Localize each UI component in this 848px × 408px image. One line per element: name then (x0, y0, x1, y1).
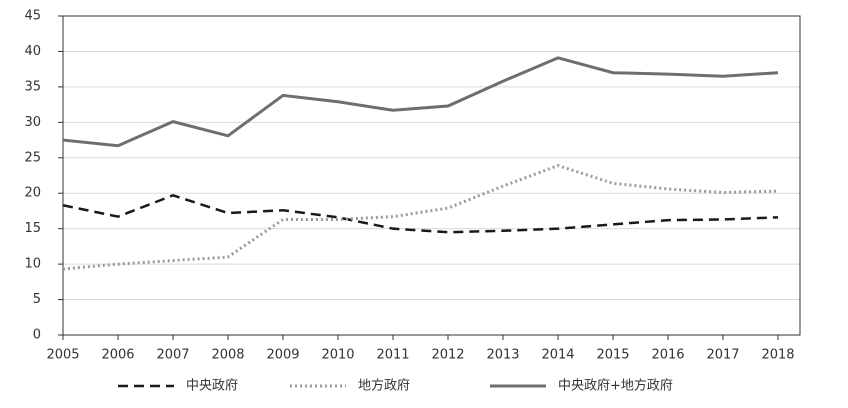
legend-label: 中央政府+地方政府 (558, 378, 673, 394)
x-tick-label: 2014 (541, 348, 574, 363)
x-tick-label: 2017 (706, 348, 739, 363)
x-tick-label: 2015 (596, 348, 629, 363)
x-tick-label: 2005 (46, 348, 79, 363)
y-tick-label: 5 (33, 292, 41, 307)
x-tick-label: 2016 (651, 348, 684, 363)
y-tick-label: 45 (24, 9, 41, 24)
y-tick-label: 30 (24, 115, 41, 130)
x-tick-label: 2018 (761, 348, 794, 363)
x-tick-label: 2008 (211, 348, 244, 363)
x-tick-label: 2009 (266, 348, 299, 363)
series-line (62, 56, 779, 148)
y-tick-label: 35 (24, 79, 41, 94)
y-tick-label: 25 (24, 150, 41, 165)
legend-label: 中央政府 (186, 379, 238, 394)
x-tick-label: 2013 (486, 348, 519, 363)
plot-frame (62, 15, 801, 336)
series-line (62, 194, 779, 234)
series-line (62, 163, 779, 271)
y-tick-label: 40 (24, 44, 41, 59)
y-tick-label: 20 (24, 186, 41, 201)
x-tick-label: 2006 (101, 348, 134, 363)
y-tick-label: 0 (33, 328, 41, 343)
x-tick-label: 2012 (431, 348, 464, 363)
x-tick-label: 2007 (156, 348, 189, 363)
x-tick-label: 2011 (376, 348, 409, 363)
legend-label: 地方政府 (358, 378, 410, 394)
y-tick-label: 15 (24, 221, 41, 236)
y-tick-label: 10 (24, 257, 41, 272)
x-tick-label: 2010 (321, 348, 354, 363)
